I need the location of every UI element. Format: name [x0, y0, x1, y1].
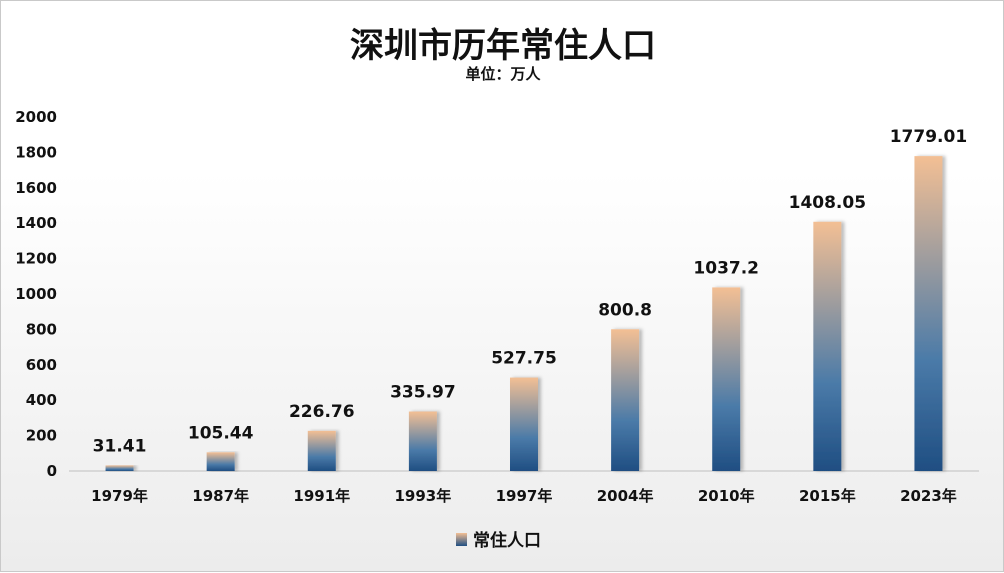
bar — [712, 287, 741, 471]
y-tick-label: 400 — [26, 391, 57, 409]
y-tick-label: 1200 — [15, 250, 57, 268]
x-tick-label: 1979年 — [91, 487, 148, 505]
bars: 31.41 105.44 226.76 335.97 527.75 800.8 1037.2… — [93, 127, 967, 471]
data-label: 31.41 — [93, 436, 147, 456]
y-tick-label: 1800 — [15, 143, 57, 161]
legend: 常住人口 — [456, 530, 541, 551]
bar — [408, 411, 437, 471]
data-label: 800.8 — [598, 300, 652, 320]
bar — [611, 329, 640, 471]
x-tick-label: 1993年 — [395, 487, 452, 505]
y-tick-label: 1000 — [15, 285, 57, 303]
data-label: 335.97 — [390, 383, 456, 403]
x-tick-label: 2015年 — [799, 487, 856, 505]
y-axis: 0 200 400 600 800 1000 1200 1400 1600 1800 2000 — [15, 108, 57, 480]
chart-title: 深圳市历年常住人口 — [350, 26, 656, 66]
bar — [914, 156, 943, 471]
x-tick-label: 2023年 — [900, 487, 957, 505]
y-tick-label: 800 — [26, 320, 57, 338]
x-axis: 1979年 1987年 1991年 1993年 1997年 2004年 2010年 2015年… — [91, 487, 957, 505]
bar — [105, 465, 134, 471]
y-tick-label: 600 — [26, 356, 57, 374]
y-tick-label: 0 — [47, 462, 57, 480]
data-label: 1779.01 — [890, 127, 967, 147]
chart-subtitle: 单位：万人 — [465, 65, 541, 83]
bar — [307, 430, 336, 471]
bar — [813, 221, 842, 471]
x-tick-label: 2010年 — [698, 487, 755, 505]
legend-label: 常住人口 — [473, 530, 541, 551]
legend-swatch — [456, 533, 467, 546]
bar — [206, 452, 235, 471]
x-tick-label: 1991年 — [293, 487, 350, 505]
x-tick-label: 1987年 — [192, 487, 249, 505]
data-label: 1037.2 — [693, 258, 759, 278]
bar — [510, 377, 538, 471]
data-label: 105.44 — [188, 423, 254, 443]
x-tick-label: 2004年 — [597, 487, 654, 505]
data-label: 1408.05 — [789, 193, 866, 213]
data-label: 527.75 — [491, 349, 557, 369]
x-tick-label: 1997年 — [496, 487, 553, 505]
y-tick-label: 200 — [26, 427, 57, 445]
y-tick-label: 1600 — [15, 179, 57, 197]
y-tick-label: 1400 — [15, 214, 57, 232]
y-tick-label: 2000 — [15, 108, 57, 126]
data-label: 226.76 — [289, 402, 355, 422]
